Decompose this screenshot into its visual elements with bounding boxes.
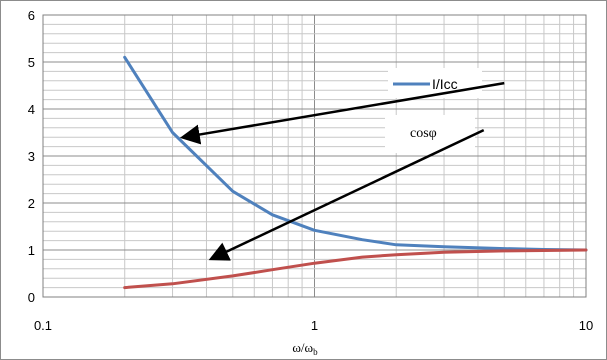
series-line-cosphi xyxy=(123,248,588,290)
cos-label-box: cosφ xyxy=(385,115,475,153)
series-group xyxy=(123,55,588,290)
y-tick-label: 4 xyxy=(28,102,35,117)
legend-label-I-Icc: I/Icc xyxy=(432,76,458,92)
grid xyxy=(42,14,586,298)
annotation-arrows xyxy=(179,81,505,261)
y-tick-label: 3 xyxy=(28,149,35,164)
x-axis-label-subscript: b xyxy=(313,347,318,357)
cos-label: cosφ xyxy=(410,126,437,141)
arrow-I-Icc xyxy=(179,81,505,145)
y-axis-ticks: 0 1 2 3 4 5 6 xyxy=(28,8,35,305)
plot-frame xyxy=(42,14,587,298)
y-tick-label: 1 xyxy=(28,243,35,258)
x-axis-label-main: ω/ω xyxy=(292,340,313,355)
x-axis-label: ω/ωb xyxy=(292,340,318,357)
y-tick-label: 6 xyxy=(28,8,35,23)
x-axis-ticks: 0.1 1 10 xyxy=(34,318,593,333)
y-tick-label: 2 xyxy=(28,196,35,211)
arrow-cosphi xyxy=(208,129,485,261)
legend: I/Icc xyxy=(388,68,482,98)
x-tick-label: 1 xyxy=(311,318,318,333)
cos-label-box-bg xyxy=(385,115,475,153)
series-line-I-Icc xyxy=(123,55,588,252)
y-tick-label: 0 xyxy=(28,290,35,305)
x-tick-label: 0.1 xyxy=(34,318,52,333)
y-tick-label: 5 xyxy=(28,55,35,70)
x-tick-label: 10 xyxy=(579,318,593,333)
